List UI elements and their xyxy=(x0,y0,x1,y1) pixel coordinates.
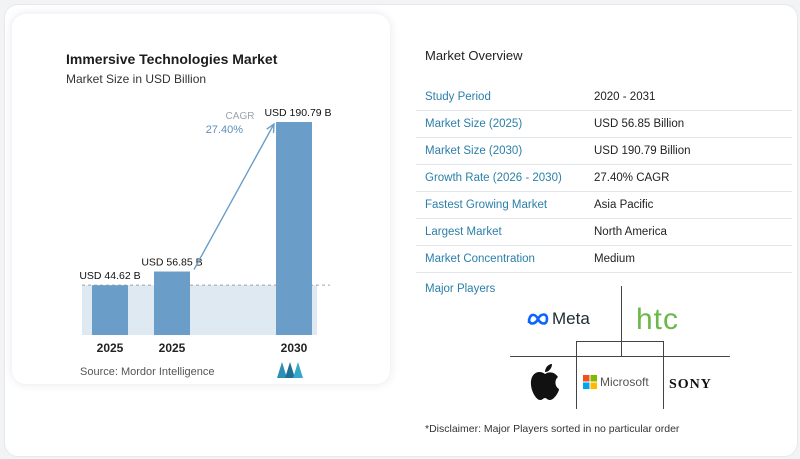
microsoft-logo: Microsoft xyxy=(583,373,649,391)
mordor-logo-icon xyxy=(277,362,303,378)
overview-row: Market Concentration Medium xyxy=(416,245,792,273)
overview-value: 27.40% CAGR xyxy=(585,164,792,192)
disclaimer: *Disclaimer: Major Players sorted in no … xyxy=(425,423,680,435)
overview-value: Asia Pacific xyxy=(585,191,792,219)
overview-key: Market Concentration xyxy=(416,245,585,273)
overview-key: Growth Rate (2026 - 2030) xyxy=(416,164,585,192)
bar-chart: USD 44.62 B 2025 USD 56.85 B 2025 USD 190.79… xyxy=(79,107,331,355)
player-divider xyxy=(576,341,664,342)
meta-logo: Meta xyxy=(526,309,590,329)
overview-row: Study Period 2020 - 2031 xyxy=(416,84,792,111)
overview-row: Growth Rate (2026 - 2030) 27.40% CAGR xyxy=(416,164,792,192)
category-label: 2030 xyxy=(281,341,308,355)
player-divider xyxy=(663,341,664,409)
htc-logo: htc xyxy=(636,303,680,336)
apple-icon xyxy=(530,364,559,400)
overview-row: Fastest Growing Market Asia Pacific xyxy=(416,191,792,219)
overview-key: Fastest Growing Market xyxy=(416,191,585,219)
overview-title: Market Overview xyxy=(425,48,523,63)
player-divider xyxy=(621,286,622,356)
overview-value: Medium xyxy=(585,245,792,273)
bar-value-label: USD 190.79 B xyxy=(264,107,331,119)
overview-table: Study Period 2020 - 2031 Market Size (2025… xyxy=(416,84,792,273)
overview-key: Largest Market xyxy=(416,218,585,246)
bar xyxy=(276,122,312,335)
overview-value: North America xyxy=(585,218,792,246)
meta-infinity-icon xyxy=(527,313,549,325)
chart-subtitle: Market Size in USD Billion xyxy=(66,72,207,86)
overview-value: USD 190.79 Billion xyxy=(585,137,792,165)
overview-row: Market Size (2025) USD 56.85 Billion xyxy=(416,110,792,138)
overview-value: 2020 - 2031 xyxy=(585,84,792,111)
source-note: Source: Mordor Intelligence xyxy=(80,366,215,378)
cagr-arrow-line xyxy=(193,123,275,270)
bar-value-label: USD 44.62 B xyxy=(79,270,140,282)
player-divider xyxy=(510,356,730,357)
player-divider xyxy=(576,341,577,409)
bar xyxy=(92,285,128,335)
bar xyxy=(154,271,190,335)
apple-logo xyxy=(528,362,562,407)
microsoft-windows-icon xyxy=(583,374,597,389)
category-label: 2025 xyxy=(97,341,124,355)
chart-title: Immersive Technologies Market xyxy=(66,51,278,67)
overview-row: Largest Market North America xyxy=(416,218,792,246)
overview-key: Market Size (2025) xyxy=(416,110,585,138)
overview-key: Study Period xyxy=(416,84,585,111)
cagr-label: CAGR xyxy=(226,111,255,122)
category-label: 2025 xyxy=(159,341,186,355)
overview-key: Market Size (2030) xyxy=(416,137,585,165)
bar-value-label: USD 56.85 B xyxy=(141,257,202,269)
overview-value: USD 56.85 Billion xyxy=(585,110,792,138)
overview-row: Market Size (2030) USD 190.79 Billion xyxy=(416,137,792,165)
cagr-value: 27.40% xyxy=(206,124,244,136)
major-players-label: Major Players xyxy=(425,283,496,295)
cagr-arrow-head xyxy=(266,122,275,134)
sony-logo: SONY xyxy=(669,377,712,392)
